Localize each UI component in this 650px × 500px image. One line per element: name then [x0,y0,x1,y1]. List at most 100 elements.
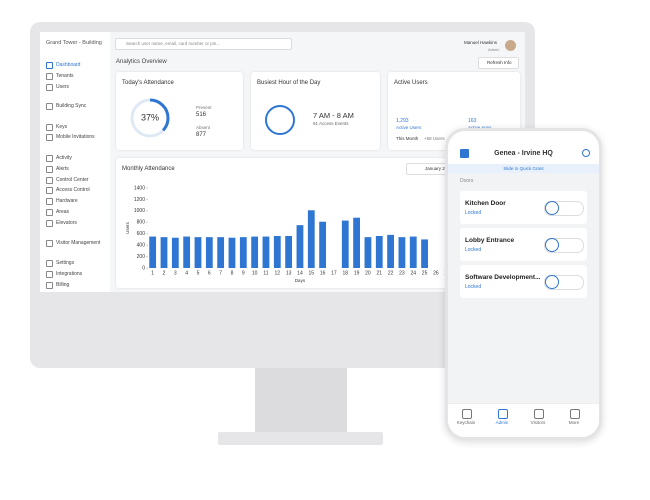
sidebar-item[interactable]: Settings [56,260,75,266]
bar [194,237,202,268]
attendance-card: Today's Attendance 37% Present 516 Absen… [116,72,243,150]
y-tick-label: 600 [137,231,146,237]
bar [307,210,315,268]
sidebar-icon[interactable] [46,166,53,173]
busiest-hour: 7 AM - 8 AM [313,111,354,120]
quick-grant-bar[interactable]: Slide to Quick Grant [448,164,599,173]
sidebar-item[interactable]: Activity [56,155,72,161]
x-tick-label: 7 [219,270,222,276]
tab-label[interactable]: Keychain [456,420,476,425]
search-box[interactable]: Search user name, email, card number or … [115,38,292,50]
building-name: Grand Tower - Building [46,40,102,46]
y-tick-label: 0 [142,265,145,271]
bar [375,236,383,268]
sidebar-item[interactable]: Alerts [56,166,69,172]
bar [341,220,349,268]
absent-label: Absent [196,125,211,130]
search-icon[interactable] [582,149,590,157]
sidebar-icon[interactable] [46,220,53,227]
quick-grant: Slide to Quick Grant [503,166,544,171]
tab-icon[interactable] [570,409,580,419]
sidebar-icon[interactable] [46,177,53,184]
percent-label: 37% [141,112,159,122]
tab-label[interactable]: Visitors [530,420,546,425]
door-card[interactable]: Lobby Entrance Locked [460,228,587,261]
sidebar-icon[interactable] [46,124,53,131]
bar [387,234,394,268]
bar [149,236,157,268]
unlock-slider[interactable] [544,238,584,253]
sidebar-item[interactable]: Control Center [56,177,89,183]
sidebar-item[interactable]: Access Control [56,187,90,193]
sidebar-item[interactable]: Areas [56,209,70,215]
lock-icon [545,275,559,289]
door-card[interactable]: Kitchen Door Locked [460,191,587,224]
unlock-slider[interactable] [544,275,584,290]
y-tick-label: 800 [137,220,146,226]
sidebar-icon[interactable] [46,103,53,110]
sidebar-icon[interactable] [46,62,53,69]
x-tick-label: 5 [197,270,200,276]
present-value: 516 [196,112,207,118]
bar [296,225,304,268]
y-tick-label: 400 [137,242,146,248]
sidebar-icon[interactable] [46,134,53,141]
x-tick-label: 14 [297,270,303,276]
sidebar-item[interactable]: Mobile Invitations [56,134,95,140]
sidebar-item[interactable]: Building Sync [56,103,87,109]
bar [285,236,293,268]
door-card[interactable]: Software Development... Locked [460,265,587,298]
y-tick-label: 1200 [134,197,145,203]
x-tick-label: 22 [388,270,394,276]
sidebar-icon[interactable] [46,271,53,278]
bar [217,237,225,268]
sidebar-item[interactable]: Tenants [56,73,74,79]
bar [409,236,417,268]
tab-label[interactable]: Admin [495,420,509,425]
active-users-label: Active Users [396,125,422,130]
sidebar-item[interactable]: Dashboard [56,62,81,68]
sidebar-icon[interactable] [46,187,53,194]
sidebar-icon[interactable] [46,84,53,91]
sidebar-item[interactable]: Billing [56,282,70,288]
avatar[interactable] [505,40,516,51]
sidebar-item[interactable]: Users [56,84,70,90]
bar [251,236,259,268]
bar [273,236,281,268]
x-tick-label: 1 [151,270,154,276]
door-list: Doors Kitchen Door Locked Lobby Entrance Lo… [448,173,599,403]
bar [421,239,428,268]
period-label: January 20 [425,166,448,171]
bar [239,237,247,268]
y-axis-label: Users [125,221,130,234]
refresh-label: Refresh Info [487,60,512,65]
tab-icon[interactable] [498,409,508,419]
y-tick-label: 1400 [134,185,145,191]
sidebar-icon[interactable] [46,73,53,80]
sidebar-item[interactable]: Keys [56,124,68,130]
bar [398,237,406,268]
tab-label[interactable]: More [568,420,580,425]
monitor-base [218,432,383,445]
user-role: Admin [488,47,500,52]
unlock-slider[interactable] [544,201,584,216]
sidebar-icon[interactable] [46,260,53,267]
sidebar-item[interactable]: Elevators [56,220,77,226]
sidebar-icon[interactable] [46,198,53,205]
sidebar-item[interactable]: Hardware [56,198,78,204]
sidebar-icon[interactable] [46,155,53,162]
sidebar-icon[interactable] [46,282,53,289]
tab-icon[interactable] [534,409,544,419]
sidebar-icon[interactable] [46,240,53,247]
clock-icon [265,105,295,135]
refresh-button[interactable]: Refresh Info [478,57,519,69]
x-tick-label: 20 [365,270,371,276]
sidebar-icon[interactable] [46,209,53,216]
building-icon[interactable] [460,149,469,158]
door-name: Lobby Entrance [465,237,515,244]
sidebar-item[interactable]: Visitor Management [56,240,101,246]
sidebar-item[interactable]: Integrations [56,271,83,277]
tab-icon[interactable] [462,409,472,419]
x-tick-label: 21 [376,270,382,276]
